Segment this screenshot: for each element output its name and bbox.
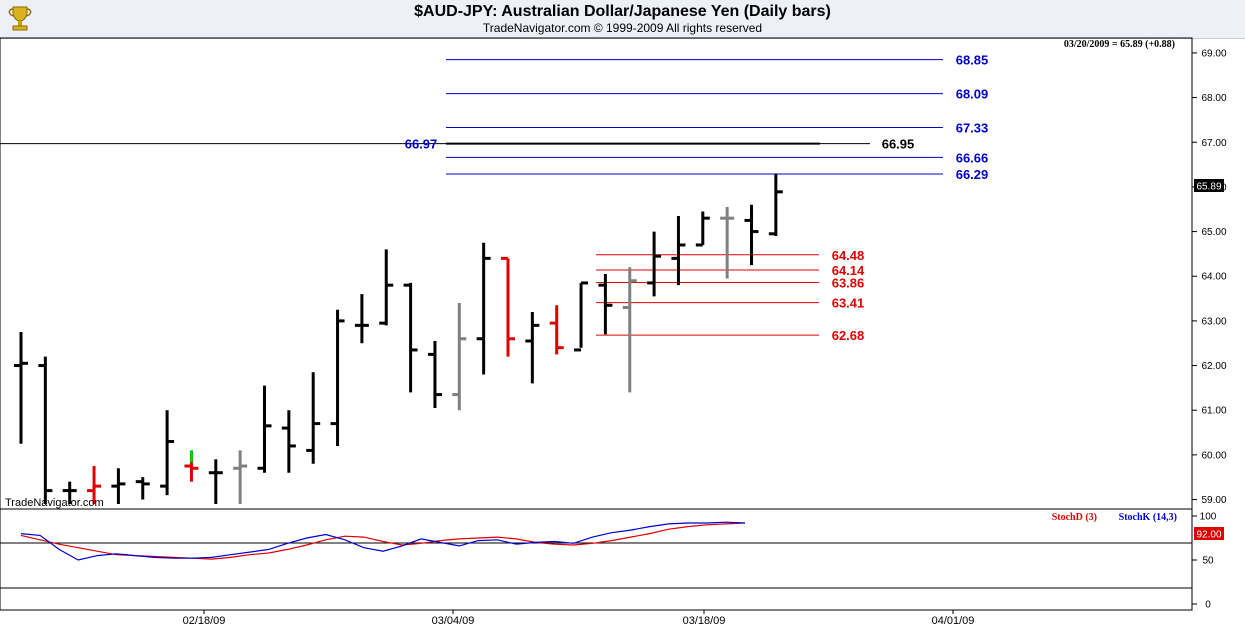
price-y-tick-label: 68.00 — [1201, 93, 1226, 104]
black-level-right-label: 66.95 — [882, 137, 915, 152]
blue-level-label: 68.09 — [956, 87, 989, 102]
red-level-label: 64.48 — [832, 248, 865, 263]
ohlc-bar — [14, 332, 28, 444]
price-panel[interactable] — [0, 37, 1193, 510]
ohlc-bars — [14, 173, 783, 504]
ohlc-bar — [135, 477, 150, 500]
stoch-last-value-text: 92.00 — [1196, 530, 1221, 541]
stochastic-panel[interactable] — [0, 508, 1193, 611]
price-y-tick-label: 67.00 — [1201, 138, 1226, 149]
stoch-last-value-tag — [1194, 527, 1224, 540]
ohlc-bar — [768, 173, 783, 237]
ohlc-bar — [208, 459, 223, 504]
price-readout: 03/20/2009 = 65.89 (+0.88) — [1064, 39, 1175, 50]
price-y-tick-label: 61.00 — [1201, 406, 1226, 417]
price-y-tick-label: 65.00 — [1201, 227, 1226, 238]
red-level-label: 63.41 — [832, 296, 865, 311]
ohlc-bar — [501, 256, 515, 357]
stoch-d-line — [20, 522, 746, 560]
trophy-icon — [8, 6, 32, 31]
stoch-y-tick-label: 0 — [1205, 600, 1211, 611]
price-y-tick-label: 62.00 — [1201, 361, 1226, 372]
watermark-text: TradeNavigator.com — [5, 497, 104, 509]
chart-header: $AUD-JPY: Australian Dollar/Japanese Yen… — [0, 0, 1245, 39]
ohlc-bar — [306, 372, 321, 464]
x-tick-label: 03/18/09 — [683, 615, 726, 627]
ohlc-bar — [160, 410, 175, 496]
x-axis: 02/18/09 03/04/09 03/18/09 04/01/09 — [183, 610, 975, 627]
ohlc-bar — [622, 267, 637, 393]
ohlc-bar — [281, 410, 296, 473]
price-y-tick-label: 60.00 — [1201, 450, 1226, 461]
chart-title: $AUD-JPY: Australian Dollar/Japanese Yen… — [414, 3, 831, 20]
ohlc-bar — [87, 466, 102, 504]
stoch-k-line — [20, 521, 746, 561]
price-y-tick-label: 64.00 — [1201, 272, 1226, 283]
ohlc-bar — [647, 231, 662, 297]
red-level-label: 64.14 — [832, 263, 865, 278]
ohlc-bar — [720, 207, 735, 279]
x-tick-label: 02/18/09 — [183, 615, 226, 627]
black-level-left-label: 66.97 — [405, 137, 438, 152]
red-level-label: 63.86 — [832, 275, 865, 290]
price-y-axis: 69.0068.0067.0066.0065.0064.0063.0062.00… — [1192, 48, 1227, 506]
ohlc-bar — [574, 281, 589, 352]
ohlc-bar — [38, 356, 53, 504]
ohlc-bar — [403, 282, 418, 393]
price-y-tick-label: 59.00 — [1201, 495, 1226, 506]
ohlc-bar — [744, 204, 759, 266]
ohlc-bar — [111, 468, 126, 504]
ohlc-bar — [476, 242, 491, 375]
stoch-k-legend: StochK (14,3) — [1119, 512, 1177, 523]
red-level-label: 62.68 — [832, 328, 865, 343]
blue-level-label: 66.66 — [956, 150, 989, 165]
stoch-y-axis: 100 50 0 — [1192, 512, 1217, 611]
stoch-d-legend: StochD (3) — [1052, 512, 1097, 523]
blue-level-label: 68.85 — [956, 53, 989, 68]
ohlc-bar — [330, 309, 345, 446]
black-level: 66.97 66.95 — [0, 137, 914, 152]
ohlc-bar — [452, 303, 467, 411]
ohlc-bar — [427, 340, 442, 408]
copyright-text: TradeNavigator.com © 1999-2009 All right… — [482, 21, 763, 35]
ohlc-bar — [379, 249, 394, 326]
ohlc-bar — [233, 450, 248, 504]
last-price-tag — [1194, 179, 1224, 192]
last-price-tag-text: 65.89 — [1196, 182, 1221, 193]
blue-level-label: 66.29 — [956, 167, 989, 182]
ohlc-bar — [671, 215, 686, 286]
price-y-tick-label: 69.00 — [1201, 48, 1226, 59]
x-tick-label: 03/04/09 — [432, 615, 475, 627]
price-y-tick-label: 63.00 — [1201, 316, 1226, 327]
ohlc-bar — [354, 294, 369, 344]
stoch-y-tick-label: 100 — [1200, 512, 1217, 523]
ohlc-bar — [62, 481, 77, 504]
ohlc-bar — [525, 311, 540, 384]
ohlc-bar — [695, 211, 710, 247]
blue-fib-levels: 68.85 68.09 67.33 66.66 66.29 — [446, 53, 988, 182]
ohlc-bar — [549, 305, 564, 355]
ohlc-bar — [257, 385, 272, 473]
x-tick-label: 04/01/09 — [932, 615, 975, 627]
blue-level-label: 67.33 — [956, 121, 989, 136]
ohlc-bar — [598, 274, 613, 335]
ohlc-bar — [184, 450, 199, 482]
stoch-y-tick-label: 50 — [1202, 556, 1214, 567]
